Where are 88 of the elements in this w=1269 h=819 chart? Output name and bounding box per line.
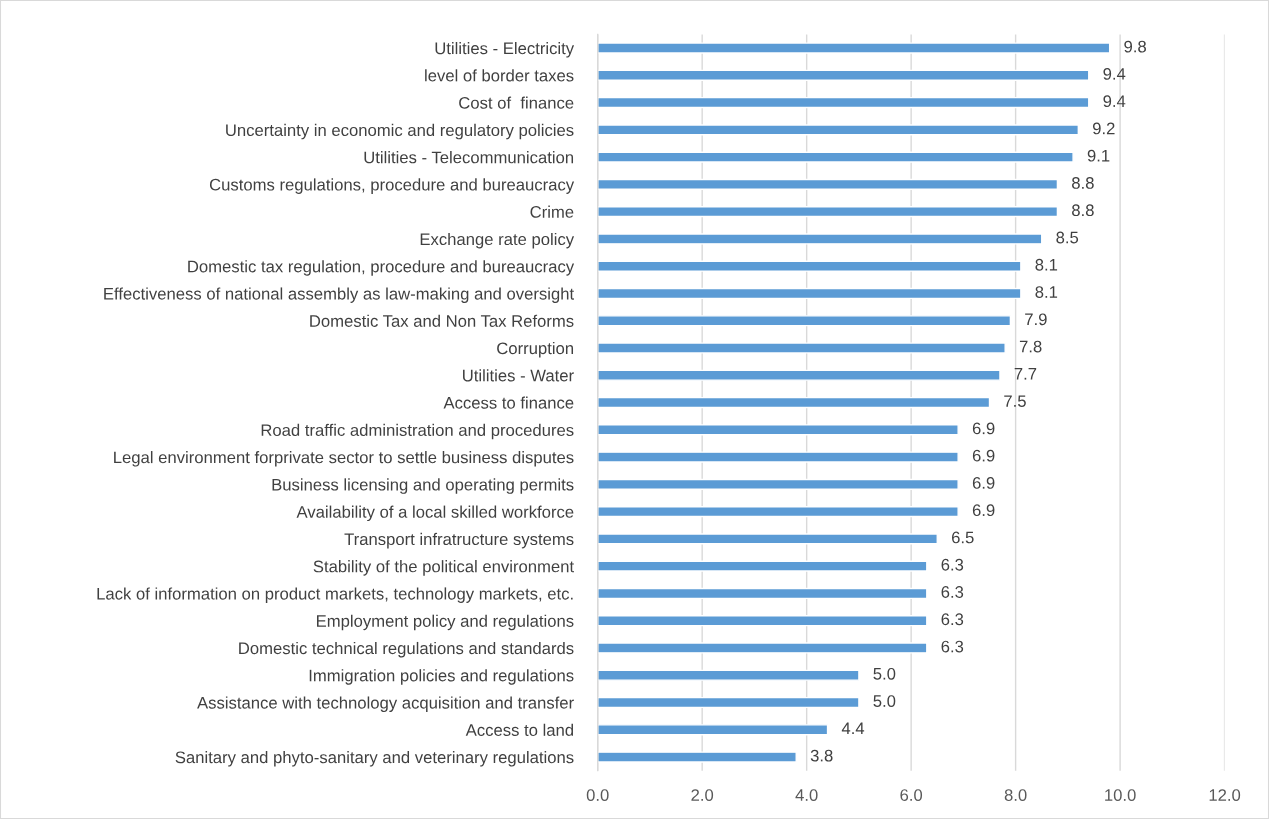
data-label: 6.9 (972, 477, 995, 489)
x-tick-label: 8.0 (1004, 789, 1027, 801)
data-label: 7.9 (1025, 313, 1047, 326)
data-label: 9.4 (1103, 67, 1126, 80)
data-label: 9.8 (1124, 40, 1146, 53)
data-label: 9.2 (1092, 122, 1115, 135)
y-tick-label: Employment policy and regulations (317, 614, 574, 631)
bar (597, 315, 1012, 327)
bar (597, 615, 928, 627)
y-tick-label: Legal environment forprivate sector to settle business disputes (114, 451, 574, 467)
data-label: 6.9 (972, 504, 995, 517)
y-tick-label: Access to finance (443, 396, 574, 409)
bar (597, 69, 1090, 81)
bar (597, 669, 860, 681)
y-tick-label: Cost of finance (459, 96, 574, 109)
y-tick-label: Corruption (497, 341, 574, 358)
bar (597, 96, 1090, 109)
data-label: 6.3 (941, 640, 964, 653)
y-tick-label: Access to land (465, 723, 574, 736)
data-label: 7.7 (1014, 368, 1037, 380)
bar (597, 724, 829, 736)
y-tick-label: Utilities - Electricity (435, 41, 575, 58)
data-label: 4.4 (841, 722, 865, 735)
x-tick-label: 2.0 (691, 789, 714, 801)
bar (597, 696, 860, 709)
x-tick-label: 10.0 (1105, 789, 1136, 801)
x-tick-label: 6.0 (900, 789, 923, 801)
bar (597, 506, 959, 518)
data-label: 7.5 (1004, 395, 1026, 408)
bar (597, 478, 959, 490)
y-tick-label: Road traffic administration and procedures (261, 423, 574, 440)
y-tick-label: Immigration policies and regulations (309, 669, 574, 685)
bar (597, 560, 928, 572)
y-tick-label: Effectiveness of national assembly as law-making and oversight (104, 287, 574, 303)
bar (597, 642, 928, 654)
data-label: 6.9 (972, 422, 995, 435)
bar (597, 751, 797, 763)
data-label: 5.0 (873, 667, 896, 680)
bar (597, 178, 1059, 190)
y-tick-label: Business licensing and operating permits (272, 478, 574, 494)
data-label: 7.8 (1019, 340, 1042, 353)
y-tick-label: Lack of information on product markets, technology markets, etc. (97, 587, 573, 603)
data-label: 9.4 (1103, 95, 1126, 108)
y-tick-label: level of border taxes (425, 69, 574, 82)
y-tick-label: Customs regulations, procedure and bureaucracy (209, 178, 575, 194)
bar (597, 369, 1001, 381)
y-tick-label: Domestic tax regulation, procedure and bureaucracy (188, 260, 575, 276)
data-label: 3.8 (810, 749, 833, 762)
y-tick-label: Transport infratructure systems (344, 532, 574, 549)
bar (597, 151, 1074, 163)
data-label: 9.1 (1087, 149, 1110, 162)
bar (597, 451, 959, 463)
data-label: 6.3 (941, 586, 964, 598)
data-label: 6.5 (952, 531, 974, 544)
bar (597, 342, 1006, 354)
bar (597, 233, 1043, 245)
data-label: 5.0 (873, 695, 896, 707)
bar (597, 396, 991, 409)
bar (597, 287, 1022, 300)
bar (597, 424, 959, 436)
data-label: 8.8 (1072, 204, 1094, 217)
y-tick-label: Domestic technical regulations and standards (239, 641, 574, 658)
bar (597, 587, 928, 600)
data-label: 8.8 (1072, 177, 1094, 189)
bar (597, 42, 1111, 54)
x-tick-label: 12.0 (1209, 789, 1241, 801)
data-label: 6.3 (941, 558, 964, 571)
y-tick-label: Domestic Tax and Non Tax Reforms (310, 314, 574, 327)
data-label: 8.1 (1035, 286, 1058, 298)
data-label: 8.5 (1056, 231, 1079, 244)
bar (597, 533, 938, 545)
y-tick-label: Crime (530, 205, 574, 218)
data-label: 6.3 (941, 613, 964, 626)
x-tick-label: 0.0 (586, 789, 609, 801)
data-label: 8.1 (1035, 258, 1058, 271)
y-tick-label: Uncertainty in economic and regulatory policies (226, 123, 574, 140)
bar (597, 206, 1059, 218)
bar (597, 124, 1080, 136)
data-label: 6.9 (972, 449, 995, 462)
bar (597, 260, 1022, 272)
y-tick-label: Assistance with technology acquisition and transfer (197, 696, 574, 712)
y-tick-label: Stability of the political environment (313, 560, 574, 576)
y-tick-label: Availability of a local skilled workforce (296, 505, 574, 522)
y-tick-label: Sanitary and phyto-sanitary and veterinary regulations (175, 751, 574, 767)
x-tick-label: 4.0 (795, 789, 818, 801)
y-tick-label: Exchange rate policy (420, 232, 575, 249)
y-tick-label: Utilities - Telecommunication (364, 151, 574, 164)
y-tick-label: Utilities - Water (463, 369, 574, 382)
